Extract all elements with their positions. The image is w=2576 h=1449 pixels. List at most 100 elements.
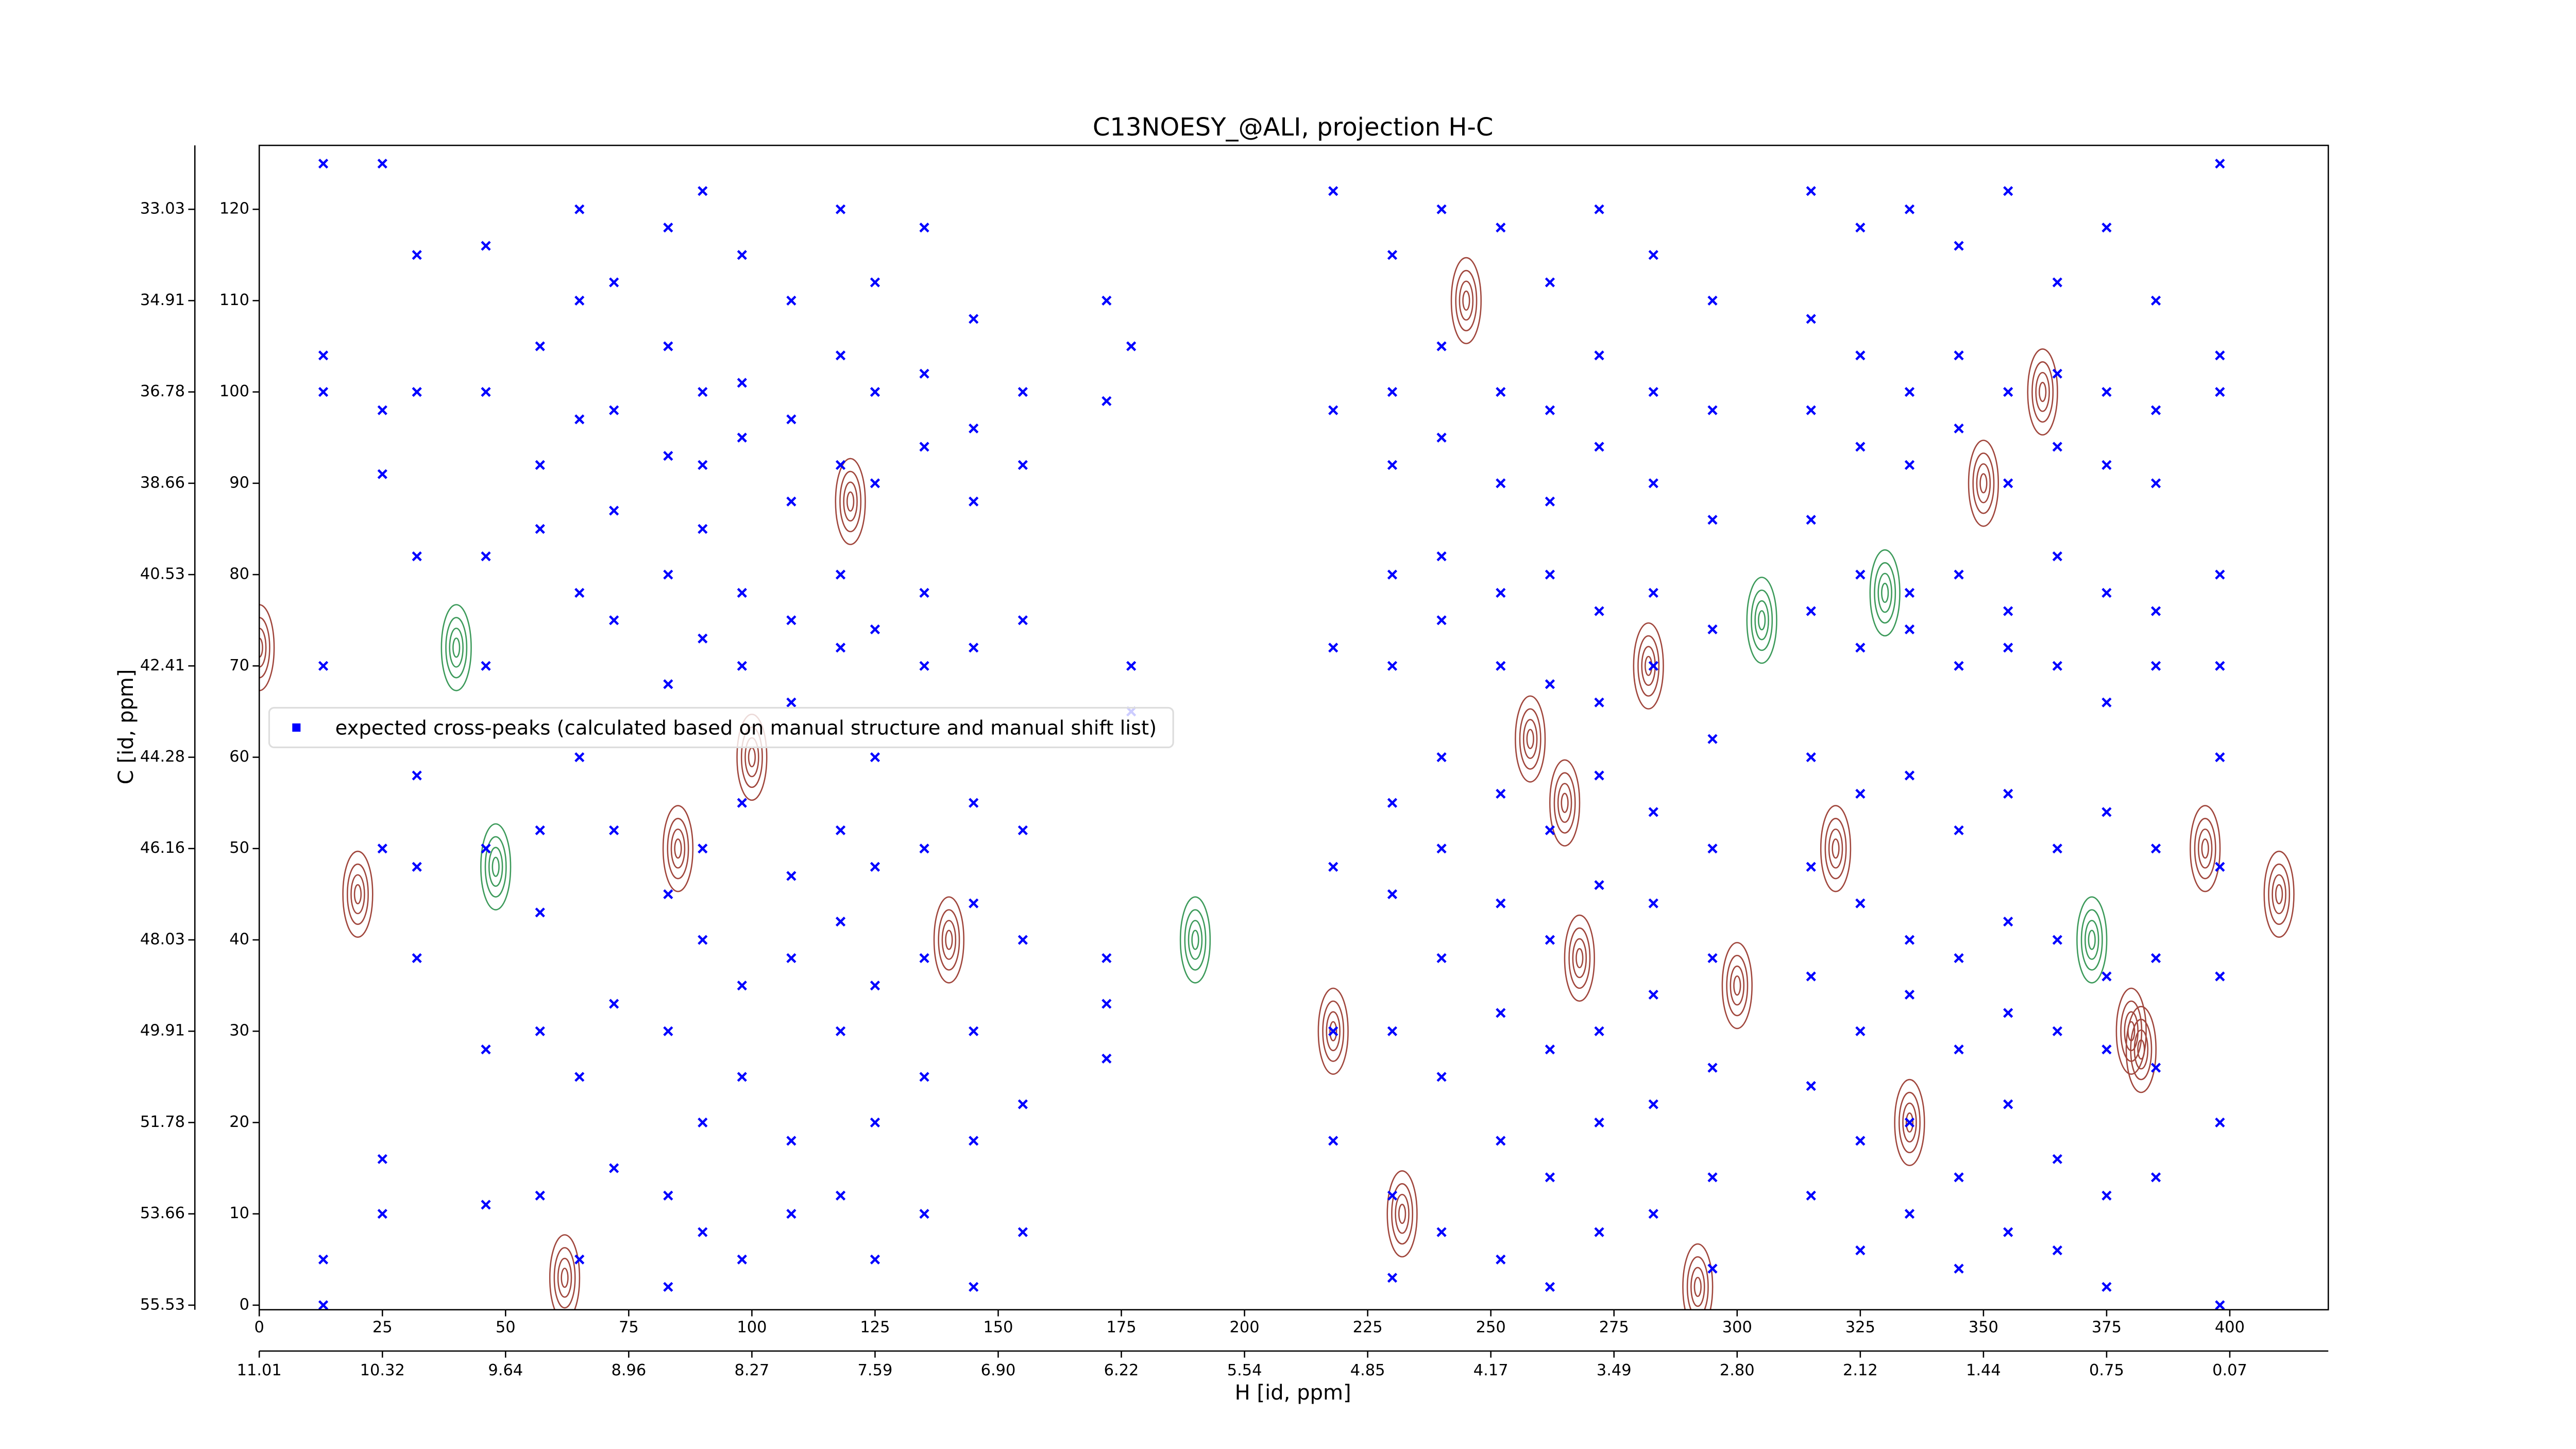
cross-peak	[1387, 250, 1398, 260]
cross-peak	[1436, 432, 1447, 443]
cross-peak	[2052, 935, 2062, 945]
contour	[2268, 863, 2291, 925]
cross-peak	[969, 798, 979, 808]
cross-peak	[2215, 661, 2225, 671]
cross-peak	[574, 204, 585, 214]
legend-box	[268, 706, 1174, 748]
cross-peak	[535, 825, 545, 835]
x-tick-label: 100	[737, 1318, 767, 1336]
cross-peak	[1806, 1190, 1816, 1201]
cross-peak	[2150, 661, 2161, 671]
cross-peak	[318, 1300, 329, 1310]
contour	[1905, 1112, 1914, 1133]
cross-peak	[1436, 1072, 1447, 1082]
cross-peak	[1496, 1254, 1506, 1265]
cross-peak	[1101, 953, 1112, 964]
cross-peak	[698, 524, 708, 534]
contour	[1693, 1276, 1702, 1298]
cross-peak	[698, 460, 708, 470]
y-tick-label: 110	[219, 291, 249, 309]
x-tick-label: 400	[2215, 1318, 2245, 1336]
contour	[1754, 600, 1769, 641]
cross-peak	[737, 378, 747, 388]
cross-peak	[1707, 295, 1718, 306]
cross-peak	[663, 223, 673, 233]
cross-peak	[835, 460, 846, 470]
contour	[2263, 850, 2295, 938]
contour	[2197, 828, 2213, 869]
cross-peak	[1387, 1190, 1398, 1201]
cross-peak	[1387, 798, 1398, 808]
contour	[1459, 280, 1474, 321]
cross-peak	[663, 679, 673, 689]
cross-peak	[2003, 387, 2013, 397]
cross-peak	[1855, 1245, 1866, 1256]
contour	[1568, 927, 1591, 989]
cross-peak	[1436, 615, 1447, 626]
cross-peak	[1954, 241, 1964, 251]
cross-peak	[1018, 460, 1028, 470]
contour	[1557, 783, 1572, 823]
cross-peak	[663, 1026, 673, 1036]
contour	[1450, 257, 1482, 345]
cross-peak	[2150, 844, 2161, 854]
x2-tick-label: 5.54	[1227, 1361, 1262, 1379]
y-tick-label: 90	[229, 474, 249, 492]
cross-peak	[2215, 1300, 2225, 1310]
contour	[1191, 930, 1199, 950]
contour	[1462, 290, 1470, 311]
cross-peak	[835, 1190, 846, 1201]
contour	[1326, 1011, 1341, 1051]
cross-peak	[2052, 1026, 2062, 1036]
cross-peak	[1855, 223, 1866, 233]
contour	[2076, 896, 2108, 984]
cross-peak	[535, 460, 545, 470]
contour	[1455, 269, 1478, 332]
cross-peak	[574, 752, 585, 763]
cross-peak	[786, 414, 796, 425]
cross-peak	[2150, 295, 2161, 306]
contour	[667, 818, 689, 880]
contour	[2088, 930, 2096, 950]
cross-peak	[1018, 387, 1028, 397]
cross-peak	[1545, 825, 1555, 835]
contour	[553, 1247, 576, 1309]
cross-peak	[2215, 158, 2225, 169]
contour	[1832, 838, 1840, 859]
cross-peak	[737, 661, 747, 671]
cross-peak	[835, 916, 846, 927]
cross-peak	[1101, 295, 1112, 306]
contour	[1902, 1102, 1917, 1143]
cross-peak	[1594, 1227, 1604, 1237]
cross-peak	[1904, 460, 1915, 470]
cross-peak	[1496, 898, 1506, 908]
cross-peak	[1806, 862, 1816, 872]
cross-peak	[481, 661, 491, 671]
cross-peak	[2215, 862, 2225, 872]
cross-peak	[2150, 405, 2161, 415]
cross-peak	[2215, 752, 2225, 763]
x2-tick-label: 4.85	[1350, 1361, 1385, 1379]
y2-tick-label: 33.03	[140, 200, 185, 218]
contour	[440, 604, 472, 692]
cross-peak	[481, 844, 491, 854]
cross-peak	[1594, 606, 1604, 616]
contour	[1976, 463, 1991, 503]
contour	[2035, 372, 2050, 412]
contour	[1730, 965, 1745, 1006]
y-tick-label: 20	[229, 1113, 249, 1131]
cross-peak	[481, 241, 491, 251]
cross-peak	[1954, 423, 1964, 434]
contour	[452, 637, 461, 658]
contour	[1564, 914, 1595, 1002]
cross-peak	[870, 862, 880, 872]
cross-peak	[2003, 186, 2013, 196]
cross-peak	[1904, 587, 1915, 598]
contour	[1184, 909, 1207, 971]
cross-peak	[1328, 643, 1338, 653]
contour	[2120, 1000, 2143, 1062]
cross-peak	[377, 158, 387, 169]
cross-peak	[1707, 1172, 1718, 1183]
contour	[945, 930, 953, 950]
contour	[2084, 920, 2099, 960]
